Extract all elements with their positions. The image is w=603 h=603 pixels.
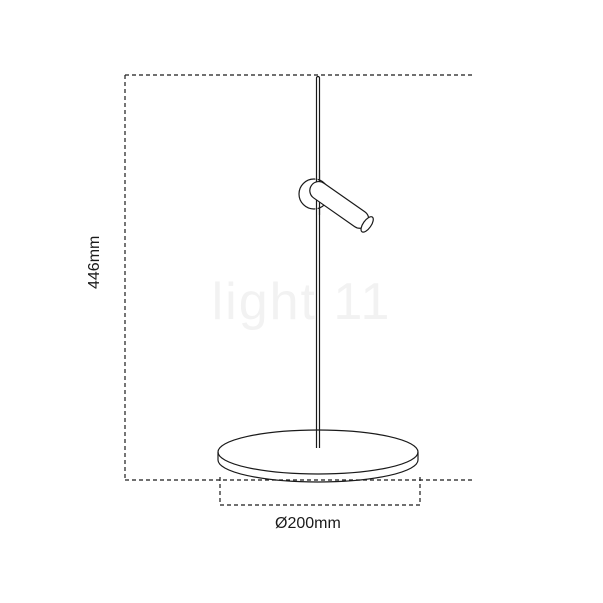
lamp-head [299, 170, 376, 234]
height-dimension-label: 446mm [86, 236, 104, 289]
width-dimension-label: Ø200mm [275, 515, 341, 533]
lamp-base [218, 430, 418, 482]
lamp-pole [317, 77, 320, 449]
technical-drawing [0, 0, 603, 603]
